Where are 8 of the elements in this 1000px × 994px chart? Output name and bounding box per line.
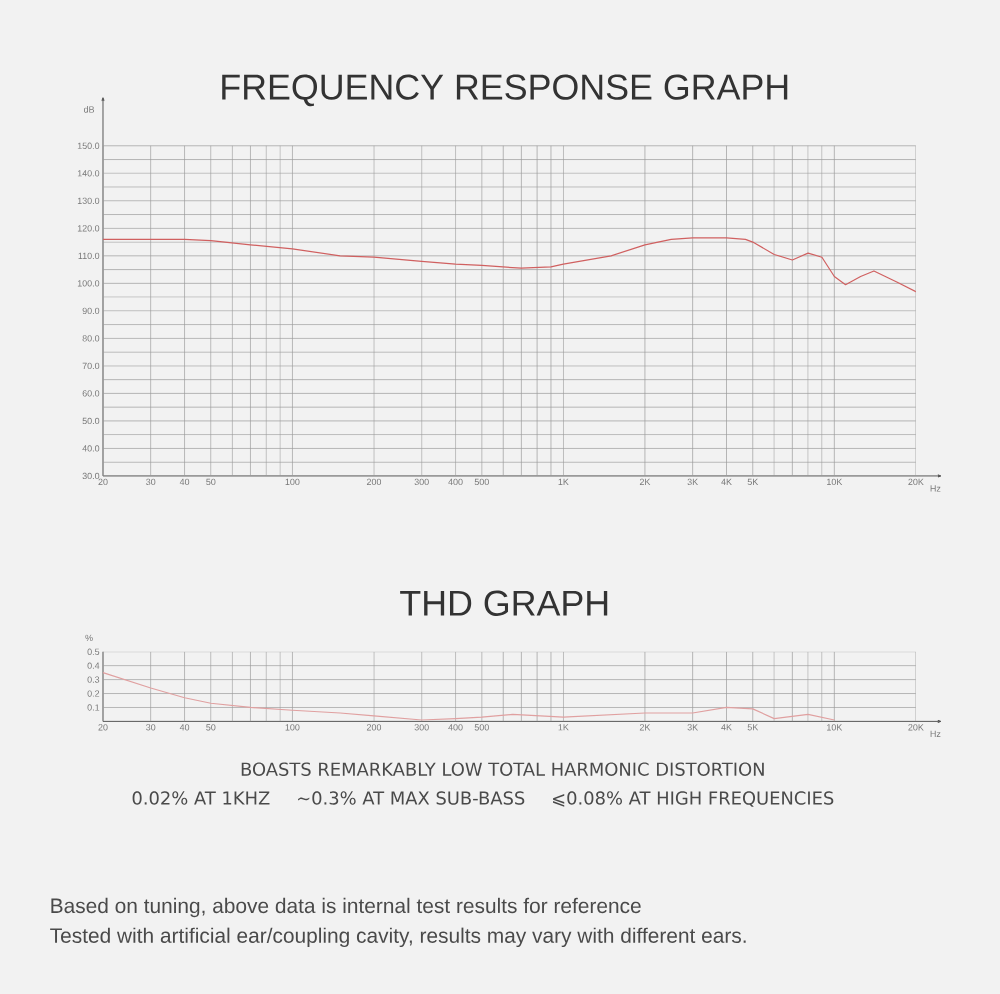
chart-title: FREQUENCY RESPONSE GRAPH <box>222 74 788 106</box>
text: ⩽0.08% AT HIGH FREQUENCIES <box>553 791 834 807</box>
chart-title: THD GRAPH <box>400 590 608 616</box>
text: Based on tuning, above data is internal test results for reference <box>51 897 641 918</box>
text: Tested with artificial ear/coupling cavity, results may vary with different ears. <box>50 927 746 947</box>
text: BOASTS REMARKABLY LOW TOTAL HARMONIC DISTORTION <box>241 762 764 776</box>
text: 0.02% AT 1KHZ <box>132 791 270 805</box>
text: ~0.3% AT MAX SUB-BASS <box>298 791 525 805</box>
